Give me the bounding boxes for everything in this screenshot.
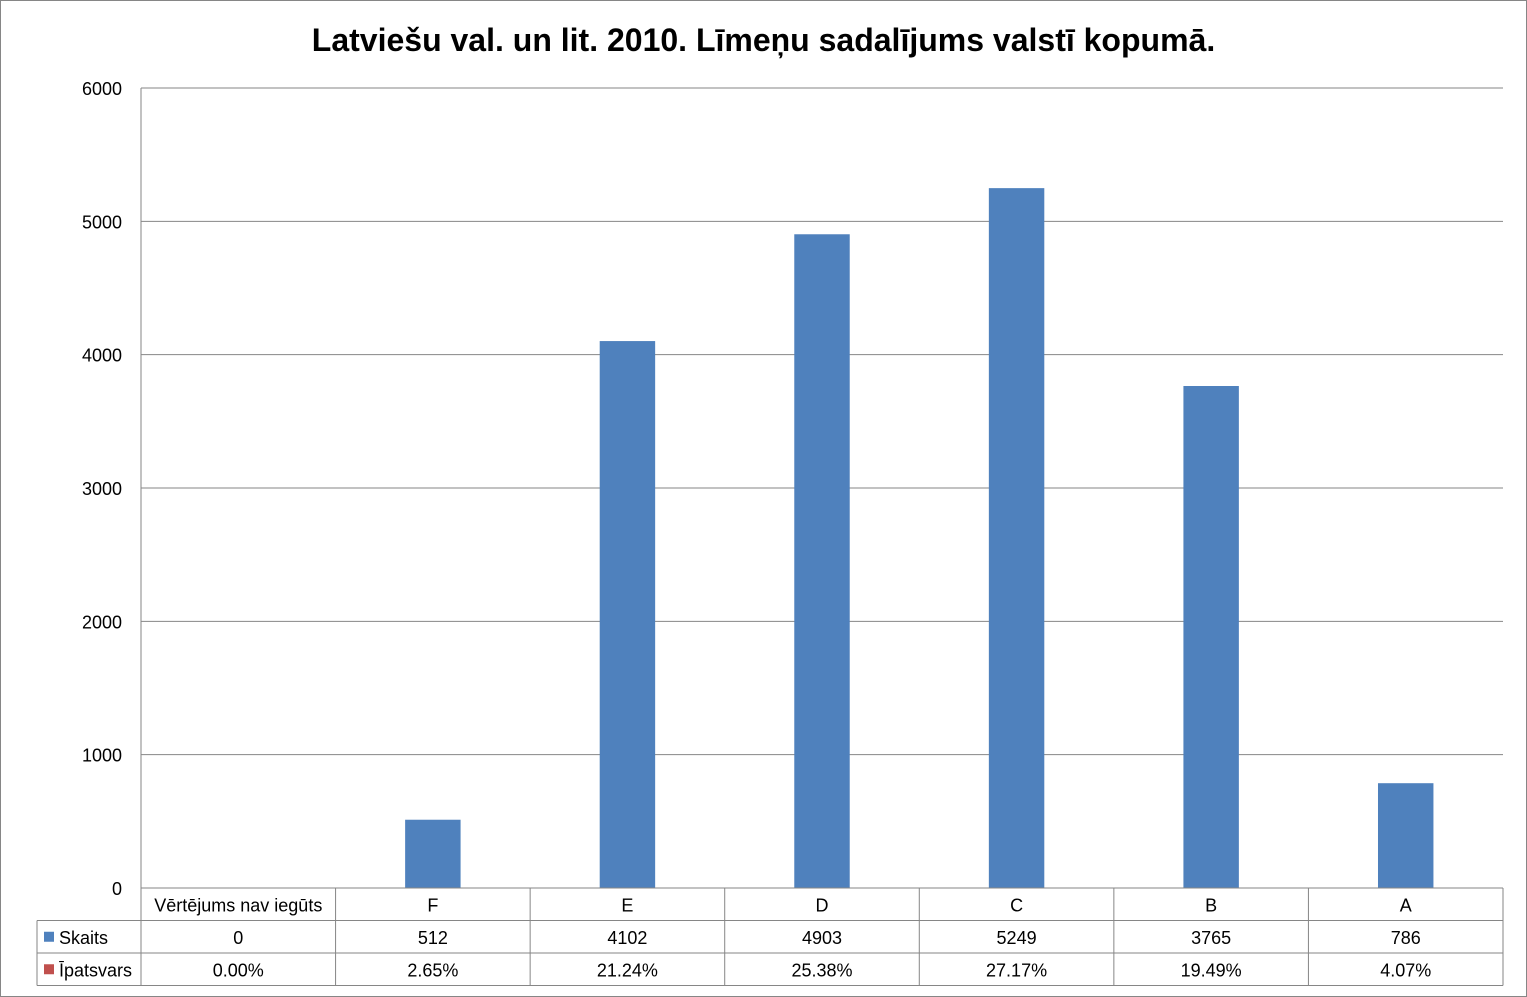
data-table-cell: 0: [233, 928, 243, 948]
legend-label: Īpatsvars: [59, 960, 132, 980]
y-tick-label: 1000: [82, 746, 122, 766]
data-table-cell: 4.07%: [1380, 960, 1431, 980]
category-label: F: [427, 895, 438, 915]
bar-skaits: [599, 341, 656, 889]
bar-skaits: [794, 234, 850, 888]
data-table-cell: 3765: [1191, 928, 1231, 948]
data-table-cell: 5249: [997, 928, 1037, 948]
y-tick-label: 5000: [82, 212, 122, 232]
data-table-cell: 25.38%: [791, 960, 852, 980]
category-label: B: [1205, 895, 1217, 915]
category-label: Vērtējums nav iegūts: [154, 895, 322, 915]
legend-swatch-skaits: [44, 931, 54, 942]
chart-title: Latviešu val. un lit. 2010. Līmeņu sadal…: [311, 22, 1216, 58]
bar-skaits: [1377, 783, 1434, 888]
category-label: A: [1400, 895, 1412, 915]
bar-skaits: [988, 188, 1045, 889]
bar-skaits: [405, 819, 461, 888]
data-table-cell: 512: [418, 928, 448, 948]
data-table-cell: 4102: [607, 928, 647, 948]
y-tick-label: 2000: [82, 612, 122, 632]
category-label: E: [621, 895, 633, 915]
category-label: D: [816, 895, 829, 915]
data-table-cell: 4903: [802, 928, 842, 948]
data-table-cell: 19.49%: [1181, 960, 1242, 980]
y-tick-label: 3000: [82, 479, 122, 499]
y-tick-label: 0: [112, 879, 122, 899]
data-table-cell: 27.17%: [986, 960, 1047, 980]
data-table-cell: 786: [1391, 928, 1421, 948]
data-table-cell: 21.24%: [597, 960, 658, 980]
legend-label: Skaits: [59, 928, 108, 948]
legend-swatch-ipatsvars: [44, 964, 54, 975]
category-label: C: [1010, 895, 1023, 915]
y-tick-label: 4000: [82, 346, 122, 366]
data-table-cell: 2.65%: [407, 960, 458, 980]
y-tick-label: 6000: [82, 79, 122, 99]
data-table-cell: 0.00%: [213, 960, 264, 980]
bar-skaits: [1183, 386, 1239, 888]
